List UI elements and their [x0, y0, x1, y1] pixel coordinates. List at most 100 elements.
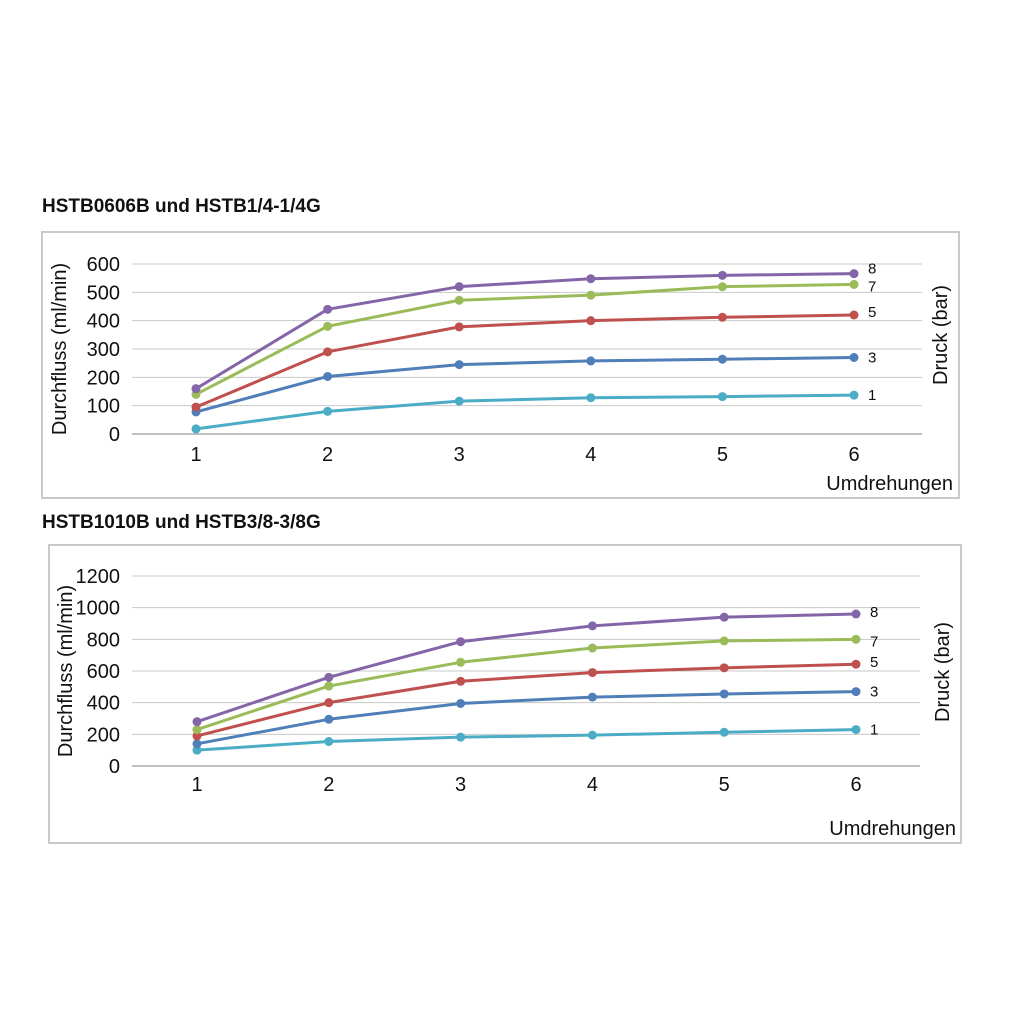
data-point-3 [851, 687, 861, 697]
chart-1-plot: 0 100 200 300 400 500 600 1 2 3 4 5 6 Durchfluss (ml/… [49, 254, 953, 495]
data-point-5 [191, 402, 201, 412]
data-point-7 [851, 634, 861, 644]
y-tick-label: 1200 [76, 566, 121, 588]
x-tick-label: 2 [322, 444, 333, 466]
data-point-5 [717, 312, 727, 322]
x-tick-label: 4 [585, 444, 596, 466]
chart-1-title: HSTB0606B und HSTB1/4-1/4G [42, 196, 321, 217]
data-point-3 [587, 692, 597, 702]
data-point-7 [456, 657, 466, 667]
data-point-8 [192, 717, 202, 727]
data-point-3 [456, 698, 466, 708]
y-axis-label: Durchfluss (ml/min) [55, 585, 77, 757]
data-point-1 [849, 390, 859, 400]
data-point-1 [323, 406, 333, 416]
data-point-1 [717, 392, 727, 402]
y-tick-label: 100 [87, 396, 120, 418]
series-label-3: 3 [870, 684, 878, 701]
series-line-5 [196, 662, 857, 738]
y-tick-label: 300 [87, 339, 120, 361]
x-tick-label: 3 [455, 774, 466, 796]
series-label-5: 5 [870, 654, 878, 671]
data-point-7 [717, 282, 727, 292]
y-axis-label: Durchfluss (ml/min) [49, 263, 71, 435]
data-point-7 [323, 321, 333, 331]
data-point-1 [191, 424, 201, 434]
data-point-1 [192, 745, 202, 755]
data-point-7 [586, 290, 596, 300]
series-line-8 [196, 612, 857, 724]
chart-2-title: HSTB1010B und HSTB3/8-3/8G [42, 512, 321, 533]
series-label-1: 1 [868, 387, 876, 404]
data-point-5 [454, 322, 464, 332]
x-tick-label: 5 [717, 444, 728, 466]
x-axis-label: Umdrehungen [829, 818, 956, 840]
data-point-3 [717, 354, 727, 364]
x-tick-label: 3 [454, 444, 465, 466]
chart-2-frame [48, 544, 962, 844]
data-point-8 [587, 621, 597, 631]
data-point-8 [586, 274, 596, 284]
data-point-5 [323, 347, 333, 357]
data-point-7 [192, 725, 202, 735]
data-point-5 [849, 310, 859, 320]
x-axis-label: Umdrehungen [826, 473, 953, 495]
data-point-8 [323, 304, 333, 314]
y-tick-label: 200 [87, 367, 120, 389]
series-label-1: 1 [870, 722, 878, 739]
series-line-7 [195, 282, 855, 396]
data-point-5 [456, 676, 466, 686]
data-point-7 [719, 636, 729, 646]
y-tick-label: 800 [87, 629, 120, 651]
y-tick-label: 600 [87, 254, 120, 276]
series-label-8: 8 [868, 261, 876, 278]
x-tick-label: 6 [848, 444, 859, 466]
series-label-8: 8 [870, 604, 878, 621]
data-point-3 [586, 356, 596, 366]
data-point-8 [454, 282, 464, 292]
x-tick-label: 5 [719, 774, 730, 796]
data-point-3 [324, 714, 334, 724]
data-point-3 [454, 360, 464, 370]
series-line-5 [195, 313, 855, 409]
data-point-1 [454, 396, 464, 406]
data-point-1 [324, 736, 334, 746]
data-point-5 [192, 731, 202, 741]
data-point-8 [851, 609, 861, 619]
data-point-7 [454, 295, 464, 305]
series-line-1 [195, 393, 855, 431]
y-tick-label: 400 [87, 311, 120, 333]
data-point-7 [324, 681, 334, 691]
series-line-1 [196, 728, 857, 752]
y-tick-label: 500 [87, 282, 120, 304]
series-label-5: 5 [868, 304, 876, 321]
data-point-8 [849, 269, 859, 279]
data-point-8 [191, 384, 201, 394]
y2-axis-label: Druck (bar) [932, 622, 954, 722]
series-label-7: 7 [868, 278, 876, 295]
y-tick-label: 0 [109, 424, 120, 446]
series-label-7: 7 [870, 633, 878, 650]
data-point-5 [719, 663, 729, 673]
data-point-8 [717, 270, 727, 280]
series-line-3 [195, 356, 855, 414]
data-point-7 [849, 279, 859, 289]
chart-2-plot: 0 200 400 600 800 1000 1200 1 2 3 4 5 6 Durchfluss (m… [55, 566, 956, 840]
y2-axis-label: Druck (bar) [930, 285, 952, 385]
series-line-7 [196, 637, 857, 732]
x-tick-label: 4 [587, 774, 598, 796]
data-point-7 [587, 643, 597, 653]
series-line-8 [195, 272, 855, 390]
x-tick-label: 2 [323, 774, 334, 796]
data-point-1 [719, 727, 729, 737]
data-point-5 [851, 659, 861, 669]
data-point-8 [456, 637, 466, 647]
series-label-3: 3 [868, 350, 876, 367]
x-tick-label: 6 [850, 774, 861, 796]
y-tick-label: 200 [87, 724, 120, 746]
data-point-5 [587, 668, 597, 678]
y-tick-label: 600 [87, 661, 120, 683]
data-point-3 [323, 371, 333, 381]
y-tick-label: 1000 [76, 598, 121, 620]
